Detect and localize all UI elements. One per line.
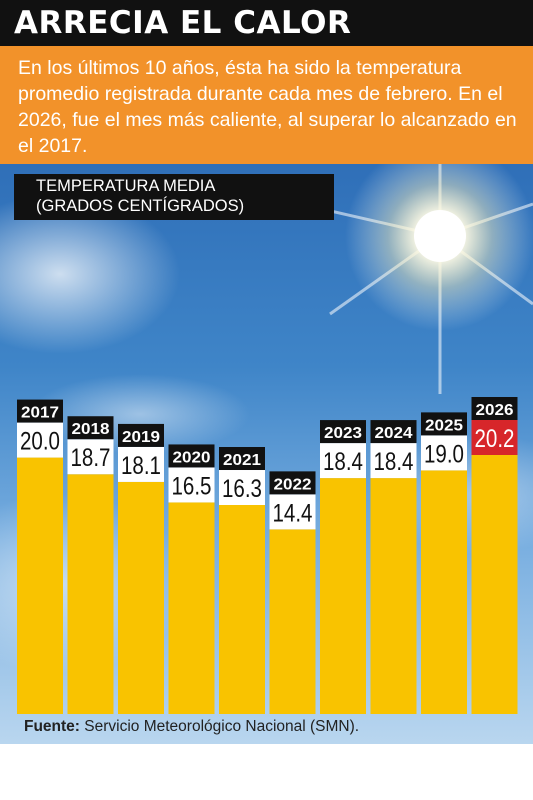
category-label-2024: 2024 [375,425,413,442]
page-title: ARRECIA EL CALOR [14,5,352,41]
category-label-2022: 2022 [274,476,312,493]
value-label-2021: 16.3 [222,475,262,503]
bar-2026 [471,455,518,714]
y-axis-label-line1: TEMPERATURA MEDIA [36,177,216,195]
value-label-box-2022 [269,494,316,530]
bar-2020 [168,502,215,714]
value-label-2018: 18.7 [71,444,111,472]
category-label-2020: 2020 [173,449,211,466]
value-label-2026: 20.2 [475,425,515,453]
value-label-2019: 18.1 [121,452,161,480]
footer-area [0,744,533,800]
bar-2022 [269,529,316,714]
year-label-box-2018 [67,416,114,440]
value-label-box-2020 [168,467,215,503]
year-label-box-2019 [118,423,164,447]
value-label-2025: 19.0 [424,440,464,468]
y-axis-label-line2: (GRADOS CENTÍGRADOS) [36,197,245,215]
category-label-2019: 2019 [122,429,160,446]
year-label-box-2022 [269,471,316,495]
value-label-box-2018 [67,439,114,475]
bar-2017 [17,457,63,714]
category-label-2017: 2017 [21,405,59,422]
value-label-2020: 16.5 [172,472,212,500]
bar-2024 [370,478,417,714]
year-label-box-2025 [421,412,467,436]
value-label-2023: 18.4 [323,448,363,476]
bar-2025 [421,470,467,714]
axis-label-box: TEMPERATURA MEDIA (GRADOS CENTÍGRADOS) [14,174,334,220]
category-label-2018: 2018 [72,421,110,438]
source-label: Fuente: [24,718,80,735]
value-label-box-2023 [320,443,366,479]
year-label-box-2021 [219,447,265,471]
year-label-box-2020 [168,444,215,468]
value-label-2017: 20.0 [20,428,60,456]
bar-2021 [219,505,265,714]
value-label-box-2026 [471,420,518,455]
category-label-2021: 2021 [223,452,261,469]
year-label-box-2026 [471,397,518,420]
bar-2019 [118,481,164,714]
category-label-2026: 2026 [476,402,514,419]
year-label-box-2017 [17,399,63,423]
value-label-box-2019 [118,446,164,482]
year-label-box-2023 [320,420,366,444]
category-label-2023: 2023 [324,425,362,442]
bar-2023 [320,478,366,714]
value-label-2022: 14.4 [273,499,313,527]
subtitle: En los últimos 10 años, ésta ha sido la … [18,57,517,157]
value-label-box-2025 [421,435,467,471]
value-label-box-2021 [219,470,265,506]
source-note: Fuente: Servicio Meteorológico Nacional … [24,718,359,736]
value-label-box-2017 [17,422,63,458]
bar-2018 [67,474,114,714]
category-label-2025: 2025 [425,417,463,434]
value-label-box-2024 [370,443,417,479]
title-bar: ARRECIA EL CALOR [0,0,533,46]
value-label-2024: 18.4 [374,448,414,476]
subtitle-box: En los últimos 10 años, ésta ha sido la … [0,46,533,164]
source-text: Servicio Meteorológico Nacional (SMN). [84,718,360,735]
year-label-box-2024 [370,420,417,444]
